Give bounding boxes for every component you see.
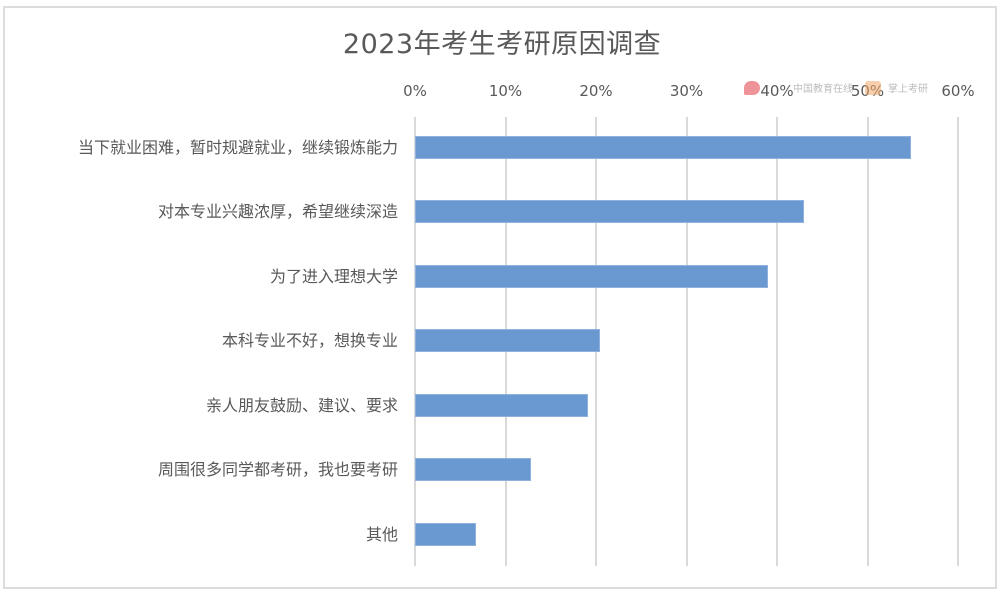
- watermark-text: 中国教育在线: [793, 84, 853, 95]
- x-tick-label: 10%: [488, 82, 523, 100]
- gridline-30: [685, 117, 688, 566]
- category-label: 对本专业兴趣浓厚，希望继续深造: [157, 202, 398, 221]
- x-tick-label: 0%: [403, 82, 427, 100]
- chart-frame: [3, 6, 997, 589]
- category-label: 为了进入理想大学: [269, 266, 398, 286]
- zhangshang-kaoyan-watermark: 掌上考研: [865, 80, 928, 95]
- gridline-40: [776, 117, 778, 566]
- category-label: 本科专业不好，想换专业: [221, 331, 398, 350]
- bar: [415, 135, 911, 159]
- china-education-online-logo-icon: [744, 80, 760, 95]
- chart-title: 2023年考生考研原因调查: [342, 29, 662, 60]
- category-label: 周围很多同学都考研，我也要考研: [157, 460, 398, 479]
- x-tick-label: 20%: [579, 82, 613, 100]
- bar: [415, 329, 600, 352]
- x-tick-label: 30%: [669, 82, 704, 100]
- category-label: 其他: [365, 524, 398, 544]
- x-tick-label: 60%: [941, 82, 975, 100]
- bar: [415, 264, 768, 288]
- x-tick-label: 40%: [760, 82, 794, 100]
- gridline-60: [957, 117, 959, 566]
- bar: [415, 522, 476, 546]
- category-label: 当下就业困难，暂时规避就业，继续锻炼能力: [77, 137, 398, 157]
- category-label: 亲人朋友鼓励、建议、要求: [205, 395, 398, 415]
- bar: [415, 458, 531, 481]
- china-education-online-watermark: 中国教育在线: [744, 80, 853, 95]
- gridline-50: [866, 117, 869, 566]
- watermark-text: 掌上考研: [888, 84, 928, 95]
- bar: [415, 200, 805, 223]
- bar: [415, 393, 588, 417]
- zhangshang-kaoyan-logo-icon: [865, 80, 881, 95]
